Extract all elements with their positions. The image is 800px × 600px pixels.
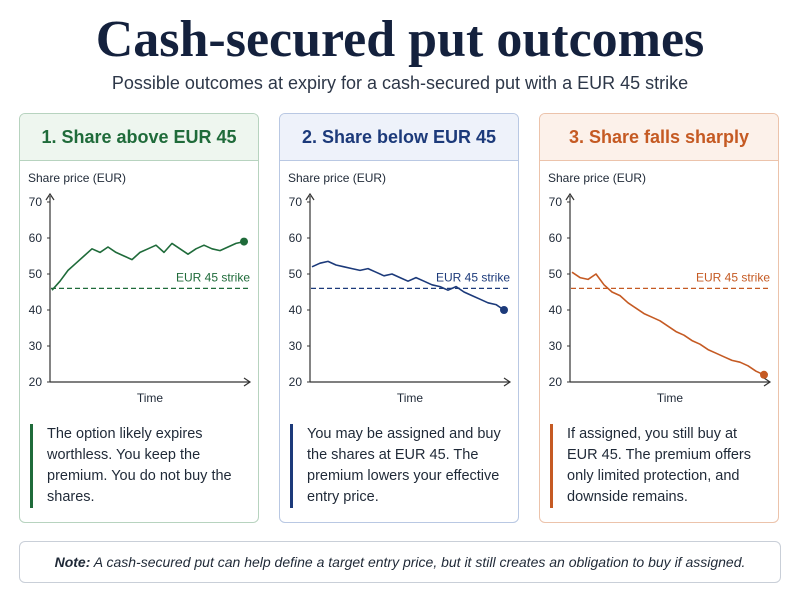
y-tick-label: 60 [549,231,563,245]
y-tick-label: 70 [29,195,43,209]
strike-label: EUR 45 strike [436,270,510,284]
x-axis-arrow [763,377,772,387]
outcome-description: You may be assigned and buy the shares a… [290,424,506,508]
strike-label: EUR 45 strike [176,270,250,284]
y-tick-label: 30 [29,339,43,353]
line-chart: Share price (EUR) 20 30 40 50 60 70 Time EUR 45 … [288,171,512,405]
y-axis-arrow [45,192,55,201]
y-tick-label: 50 [289,267,303,281]
end-point-marker [500,306,508,314]
panel-title: 2. Share below EUR 45 [280,114,518,161]
x-axis-label: Time [137,391,164,405]
x-axis-arrow [503,377,512,387]
strike-label: EUR 45 strike [696,270,770,284]
y-tick-label: 50 [549,267,563,281]
x-axis-label: Time [397,391,424,405]
y-tick-label: 70 [549,195,563,209]
y-axis-arrow [565,192,575,201]
page-title: Cash-secured put outcomes [95,11,705,68]
outcome-description: If assigned, you still buy at EUR 45. Th… [550,424,766,508]
y-axis-label: Share price (EUR) [548,171,646,185]
y-axis-label: Share price (EUR) [28,171,126,185]
y-tick-label: 20 [549,375,563,389]
panel-title: 1. Share above EUR 45 [20,114,258,161]
y-axis-label: Share price (EUR) [288,171,386,185]
y-tick-label: 20 [289,375,303,389]
y-tick-label: 20 [29,375,43,389]
y-tick-label: 30 [289,339,303,353]
y-tick-label: 60 [289,231,303,245]
outcome-description: The option likely expires worthless. You… [30,424,246,508]
line-chart: Share price (EUR) 20 30 40 50 60 70 Time EUR 45 … [28,171,252,405]
y-tick-label: 40 [29,303,43,317]
end-point-marker [760,370,768,379]
line-chart: Share price (EUR) 20 30 40 50 60 70 Time EUR 45 … [548,171,772,405]
y-tick-label: 50 [29,267,43,281]
end-point-marker [240,237,248,246]
note-text: A cash-secured put can help define a tar… [93,554,746,570]
y-tick-label: 40 [289,303,303,317]
panel-share-below-strike: 2. Share below EUR 45 Share price (EUR) 2… [279,113,519,523]
panel-share-falls-sharply: 3. Share falls sharply Share price (EUR)… [539,113,779,523]
note-label: Note: [54,554,91,570]
x-axis-arrow [243,377,252,387]
price-series-line [51,240,245,291]
note-box: Note: A cash-secured put can help define… [19,541,781,583]
panel-title: 3. Share falls sharply [540,114,778,161]
y-tick-label: 60 [29,231,43,245]
price-series-line [311,260,505,311]
page-subtitle: Possible outcomes at expiry for a cash-s… [111,73,689,93]
y-axis-arrow [305,192,315,201]
panel-share-above-strike: 1. Share above EUR 45 Share price (EUR) 2… [19,113,259,523]
y-tick-label: 70 [289,195,303,209]
y-tick-label: 30 [549,339,563,353]
price-series-line [571,271,765,376]
y-tick-label: 40 [549,303,563,317]
x-axis-label: Time [657,391,684,405]
